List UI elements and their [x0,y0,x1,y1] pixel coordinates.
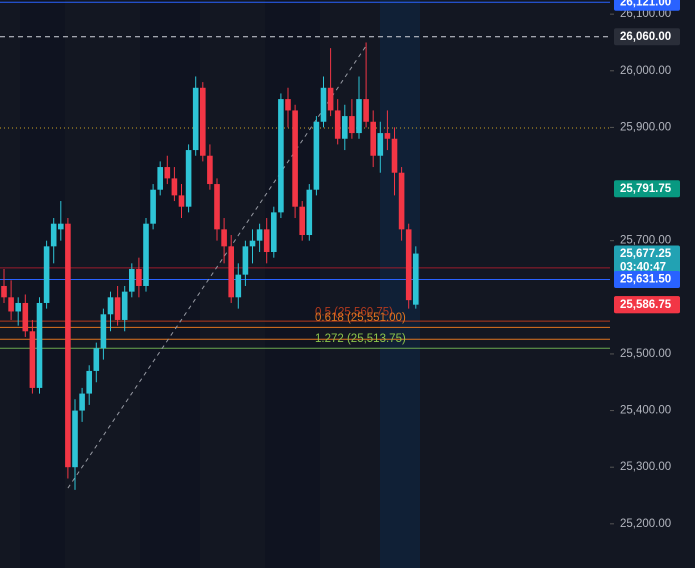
candle-body [306,189,313,236]
candle-body [1,285,7,298]
candle-body [8,297,14,312]
price-label-box [614,28,680,46]
candle-body [185,150,192,207]
candle-body [22,302,29,332]
candle-body [121,291,128,320]
price-label: 25,631.50 [620,274,671,286]
price-label-box [614,180,680,198]
y-tick-label: 25,400.00 [620,405,671,417]
price-label: 25,677.25 [620,248,672,260]
candle-body [413,253,419,305]
candle-body [171,178,178,196]
price-label: 26,060.00 [620,31,671,43]
candle-body [200,87,206,156]
candle-body [93,348,100,371]
candle-body [100,314,107,349]
price-label: 25,791.75 [620,183,672,195]
countdown-label: 03:40:47 [620,262,666,274]
candle-body [50,223,57,247]
fib-label: 0.5 (25,560.75) [315,307,393,319]
candle-body [349,116,355,134]
candle-body [398,172,405,230]
candle-body [299,206,305,236]
price-label-box [614,245,680,276]
y-tick-label: 25,500.00 [620,348,671,360]
candle-body [143,223,149,286]
candle-body [313,121,320,190]
trendline [67,45,367,489]
candle-body [356,99,362,134]
candle-body [334,110,341,139]
candle-body [207,155,213,185]
candle-body [136,268,142,286]
candle-body [65,223,71,468]
y-tick-label: 25,900.00 [620,121,671,133]
price-label-box [614,296,680,314]
candle-body [178,195,185,207]
candle-body [72,410,78,468]
y-tick-label: 25,200.00 [620,518,671,530]
candle-body [58,223,64,230]
y-tick-label: 26,000.00 [620,65,671,77]
candle-body [263,229,270,253]
candle-body [214,184,220,230]
candle-body [228,246,234,298]
candle-body [320,87,327,122]
candle-body [405,229,412,301]
candle-body [164,167,171,179]
candle-body [384,133,391,139]
y-tick-label: 25,300.00 [620,461,671,473]
price-label-box [614,270,680,288]
candle-body [377,133,384,156]
candle-body [256,229,263,241]
candle-body [36,302,43,388]
session-bands [380,0,420,568]
y-tick-label: 26,100.00 [620,8,671,20]
y-tick-label: 25,700.00 [620,235,671,247]
candle-body [150,189,156,224]
fib-label: 0.618 (25,551.00) [315,312,406,324]
candle-body [157,167,163,190]
price-label: 26,121.00 [620,0,671,8]
candle-body [15,302,21,312]
candle-body [285,99,291,111]
candle-body [235,274,242,298]
candle-body [192,87,199,151]
candle-body [327,87,334,111]
price-label-box [614,0,680,11]
candle-body [86,370,92,394]
candle-body [43,246,50,303]
candle-body [391,138,398,173]
candle-body [370,121,376,156]
candle-body [221,229,227,247]
candle-body [114,297,121,320]
candle-body [29,331,36,388]
candle-body [363,99,369,122]
candle-body [129,268,135,292]
candle-body [242,246,249,275]
candle-body [292,110,298,207]
price-label: 25,586.75 [620,299,672,311]
candle-body [278,99,284,213]
candle-body [342,116,348,139]
candle-body [107,297,114,315]
candle-body [271,212,277,253]
fib-label: 1.272 (25,513.75) [315,333,406,345]
candle-body [249,240,256,247]
candle-body [79,393,85,411]
